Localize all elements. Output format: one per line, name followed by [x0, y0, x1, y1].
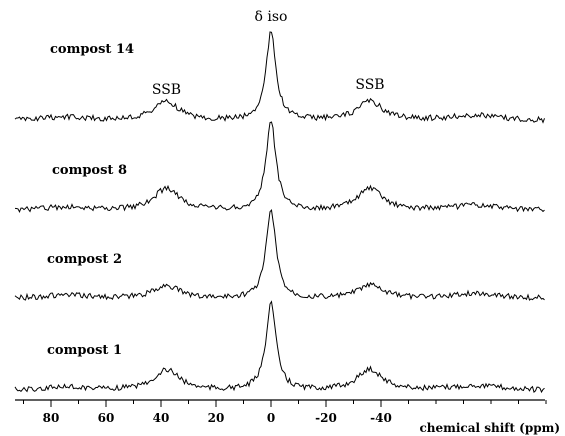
x-tick-label: 20 — [208, 411, 225, 425]
x-tick-label: 80 — [43, 411, 60, 425]
annotation-label: SSB — [152, 82, 181, 98]
x-tick-label: 60 — [98, 411, 115, 425]
trace-compost-1 — [14, 300, 545, 394]
x-tick-label: 0 — [267, 411, 275, 425]
series-label: compost 14 — [50, 42, 134, 57]
series-label: compost 2 — [47, 252, 122, 267]
annotation-label: SSB — [355, 77, 384, 93]
series-label: compost 1 — [47, 343, 122, 358]
x-tick-label: 40 — [153, 411, 170, 425]
x-tick-label: -40 — [370, 411, 392, 425]
x-tick-label: -20 — [315, 411, 337, 425]
trace-compost-14 — [14, 31, 545, 124]
x-axis-title: chemical shift (ppm) — [420, 421, 561, 435]
spectra-traces — [14, 31, 545, 394]
annotations: δ iso SSB SSB — [152, 9, 385, 98]
series-label: compost 8 — [52, 163, 127, 178]
series-labels: compost 14 compost 8 compost 2 compost 1 — [47, 42, 134, 358]
annotation-label: δ iso — [255, 9, 288, 25]
trace-compost-8 — [14, 121, 545, 213]
trace-compost-2 — [14, 208, 545, 301]
x-axis: 80 60 40 20 0 -20 -40 chemical shift (ppm) — [15, 399, 561, 435]
